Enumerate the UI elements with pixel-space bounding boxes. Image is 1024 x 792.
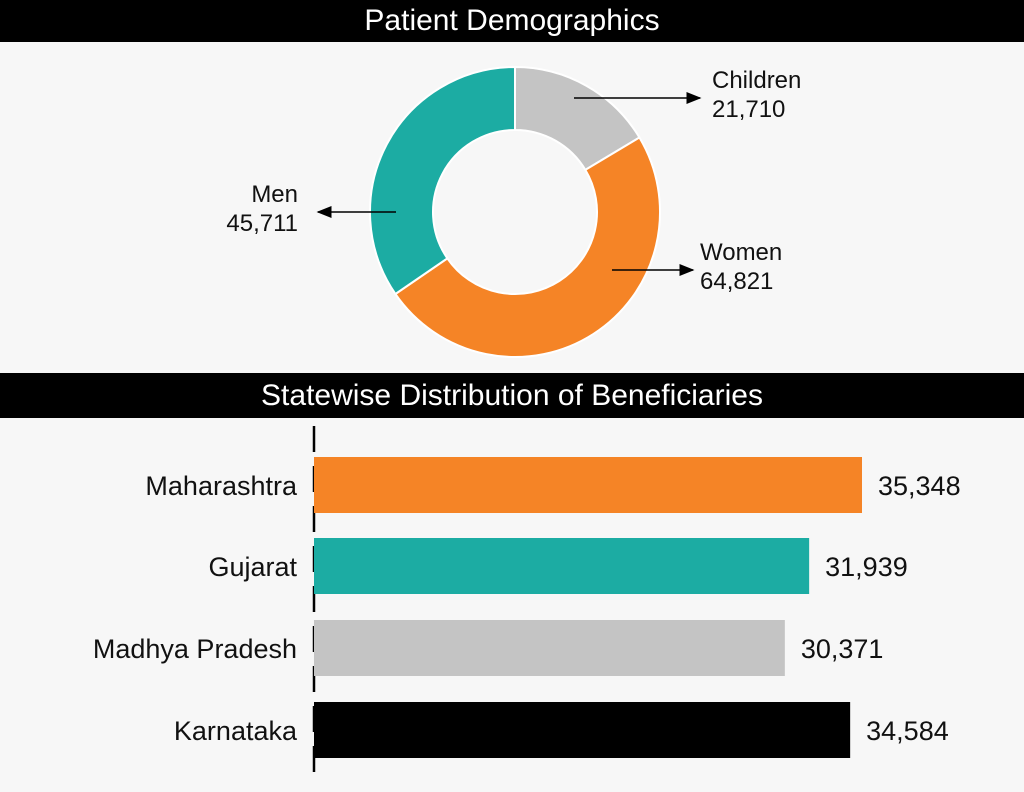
statewise-title: Statewise Distribution of Beneficiaries bbox=[0, 373, 1024, 418]
donut-label-men: Men bbox=[251, 181, 298, 208]
bar-category-karnataka: Karnataka bbox=[174, 716, 298, 746]
bar-chart: Maharashtra 35,348 Gujarat 31,939 Madhya Pra… bbox=[93, 426, 961, 782]
donut-value-women: 64,821 bbox=[700, 268, 773, 295]
bar-madhya-pradesh bbox=[314, 620, 785, 676]
donut-slice-women bbox=[394, 136, 661, 358]
donut-label-children: Children bbox=[712, 67, 801, 94]
bar-category-gujarat: Gujarat bbox=[208, 552, 297, 582]
donut-value-men: 45,711 bbox=[226, 210, 298, 237]
bar-category-maharashtra: Maharashtra bbox=[145, 471, 298, 501]
bar-value-karnataka: 34,584 bbox=[866, 716, 949, 746]
demographics-title: Patient Demographics bbox=[0, 0, 1024, 42]
bar-gujarat bbox=[314, 538, 810, 594]
bar-maharashtra bbox=[314, 457, 862, 513]
bar-category-madhya-pradesh: Madhya Pradesh bbox=[93, 634, 297, 664]
donut-slice-men bbox=[369, 65, 516, 296]
bar-value-maharashtra: 35,348 bbox=[878, 471, 961, 501]
bar-value-madhya-pradesh: 30,371 bbox=[801, 634, 884, 664]
bar-karnataka bbox=[314, 702, 851, 758]
bar-value-gujarat: 31,939 bbox=[825, 552, 908, 582]
donut-label-women: Women bbox=[700, 239, 782, 266]
donut-value-children: 21,710 bbox=[712, 96, 785, 123]
